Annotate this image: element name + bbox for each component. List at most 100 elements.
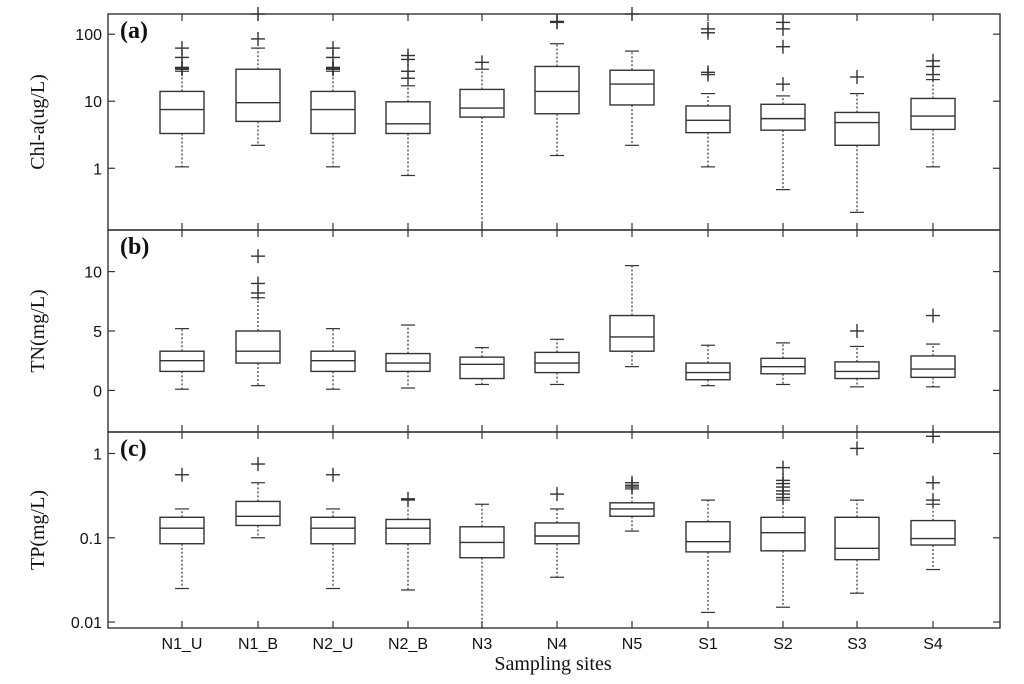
outlier-marker [401, 48, 415, 63]
box-S1 [685, 344, 731, 387]
iqr-box [910, 519, 956, 546]
box-N1_U [159, 467, 205, 590]
box-N5 [609, 7, 655, 146]
outlier-marker [776, 39, 790, 54]
outlier-marker [926, 308, 940, 323]
box-N5 [609, 475, 655, 532]
outlier-marker [776, 15, 790, 30]
box-N1_B [235, 457, 281, 539]
outlier-marker [926, 493, 940, 508]
iqr-box [685, 105, 731, 134]
y-tick-label: 10 [84, 265, 102, 282]
x-tick-label: N1_U [162, 636, 203, 653]
outlier-marker [251, 31, 265, 46]
outlier-marker [550, 14, 564, 29]
box-S2 [760, 342, 806, 386]
iqr-box [910, 355, 956, 379]
outlier-marker [926, 53, 940, 68]
panel-0: 1 10 100 (a) Chl-a(ug/L) [27, 7, 1001, 231]
iqr-box [760, 516, 806, 552]
box-N4 [534, 14, 580, 157]
iqr-box [685, 362, 731, 381]
y-tick-label: 5 [93, 324, 102, 341]
y-tick-label: 1 [93, 161, 102, 178]
panel-frame [107, 431, 1001, 629]
y-axis-label: TP(mg/L) [27, 490, 49, 570]
y-tick-label: 0 [93, 383, 102, 400]
box-N4 [534, 487, 580, 578]
box-N2_B [385, 491, 431, 591]
iqr-box [459, 356, 505, 380]
iqr-box [459, 88, 505, 118]
box-N2_B [385, 48, 431, 177]
outlier-marker [475, 55, 489, 70]
box-S2 [760, 15, 806, 191]
x-tick-label: N2_U [313, 636, 354, 653]
box-N1_B [235, 7, 281, 146]
outlier-marker [251, 249, 265, 264]
box-N5 [609, 265, 655, 368]
outlier-marker [175, 467, 189, 482]
x-tick-label: N1_B [238, 636, 278, 653]
outlier-marker [251, 7, 265, 21]
y-axis-label: Chl-a(ug/L) [27, 74, 49, 170]
iqr-box [385, 518, 431, 545]
outlier-marker [776, 460, 790, 475]
panel-1: 0 5 10 (b) TN(mg/L) [27, 229, 1001, 433]
box-S1 [685, 499, 731, 614]
y-tick-label: 10 [84, 94, 102, 111]
outlier-marker [701, 21, 715, 36]
iqr-box [159, 516, 205, 545]
outlier-marker [701, 65, 715, 80]
box-S3 [834, 69, 880, 213]
x-tick-labels: N1_U N1_B N2_U N2_B N3 N4 N5 S1 S2 S3 S4 [162, 636, 943, 653]
outlier-marker [326, 467, 340, 482]
x-tick-label: S4 [923, 636, 943, 653]
box-S4 [910, 308, 956, 388]
box-N1_B [235, 249, 281, 387]
box-N4 [534, 338, 580, 386]
x-tick-label: N2_B [388, 636, 428, 653]
x-tick-label: N5 [622, 636, 643, 653]
box-N1_U [159, 328, 205, 390]
outlier-marker [850, 324, 864, 338]
iqr-box [760, 103, 806, 131]
box-N2_U [310, 467, 356, 590]
box-N3 [459, 503, 505, 628]
iqr-box [534, 522, 580, 545]
y-axis-label: TN(mg/L) [27, 289, 49, 372]
iqr-box [609, 69, 655, 106]
iqr-box [310, 516, 356, 545]
y-tick-label: 100 [75, 27, 102, 44]
x-tick-label: S3 [847, 636, 867, 653]
y-tick-label: 1 [93, 447, 102, 464]
box-S4 [910, 53, 956, 168]
outlier-marker [326, 41, 340, 56]
outlier-marker [550, 487, 564, 502]
box-N2_U [310, 328, 356, 390]
outlier-marker [776, 77, 790, 92]
iqr-box [834, 361, 880, 380]
iqr-box [834, 516, 880, 561]
box-N1_U [159, 41, 205, 168]
box-S3 [834, 441, 880, 594]
iqr-box [235, 330, 281, 364]
outlier-marker [175, 41, 189, 56]
box-N3 [459, 347, 505, 386]
iqr-box [235, 68, 281, 123]
x-tick-label: S1 [698, 636, 718, 653]
outlier-marker [776, 473, 790, 488]
box-S3 [834, 324, 880, 388]
panel-2: 0.01 0.1 1 (c) TP(mg/L) [27, 429, 1001, 632]
outlier-marker [926, 475, 940, 490]
iqr-box [385, 101, 431, 135]
box-N3 [459, 55, 505, 230]
panel-label: (a) [120, 18, 148, 44]
outlier-marker [401, 64, 415, 79]
x-tick-label: N3 [472, 636, 493, 653]
x-tick-label: S2 [773, 636, 793, 653]
box-S2 [760, 460, 806, 608]
outlier-marker [850, 441, 864, 456]
